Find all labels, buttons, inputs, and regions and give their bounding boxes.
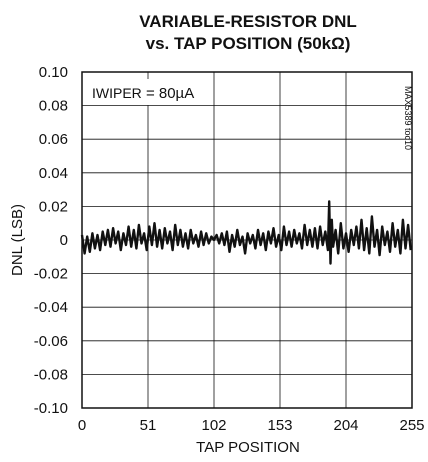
x-axis-label: TAP POSITION	[196, 439, 300, 456]
chart-title-line2: vs. TAP POSITION (50kΩ)	[146, 34, 351, 53]
y-tick-label: -0.10	[34, 400, 68, 417]
y-tick-label: -0.08	[34, 366, 68, 383]
series-group	[80, 200, 412, 265]
figure-code: MAX5389 toc10	[403, 86, 413, 150]
x-tick-labels: 0 51 102 153 204 255	[78, 417, 425, 434]
chart-title-line1: VARIABLE-RESISTOR DNL	[139, 12, 357, 31]
annotation-box	[84, 79, 200, 105]
y-tick-label: 0.04	[39, 165, 68, 182]
y-tick-labels: 0.10 0.08 0.06 0.04 0.02 0 -0.02 -0.04 -0.06 -0.0…	[34, 64, 68, 417]
dnl-series-line	[80, 200, 412, 265]
y-tick-label: -0.06	[34, 333, 68, 350]
y-tick-label: -0.02	[34, 266, 68, 283]
y-tick-label: 0.10	[39, 64, 68, 81]
y-tick-label: 0.08	[39, 98, 68, 115]
x-tick-label: 102	[201, 417, 226, 434]
y-tick-label: 0.06	[39, 131, 68, 148]
y-axis-label: DNL (LSB)	[9, 204, 26, 276]
y-tick-label: 0	[60, 232, 68, 249]
x-tick-label: 255	[399, 417, 424, 434]
plot-frame	[81, 71, 413, 409]
y-tick-label: 0.02	[39, 198, 68, 215]
iwiper-value: = 80µA	[142, 85, 194, 102]
x-tick-label: 51	[140, 417, 157, 434]
iwiper-label: IWIPER	[92, 85, 142, 101]
x-tick-label: 153	[267, 417, 292, 434]
iwiper-annotation: IWIPER = 80µA	[92, 85, 194, 102]
x-tick-label: 204	[333, 417, 358, 434]
y-tick-label: -0.04	[34, 299, 68, 316]
x-tick-label: 0	[78, 417, 86, 434]
